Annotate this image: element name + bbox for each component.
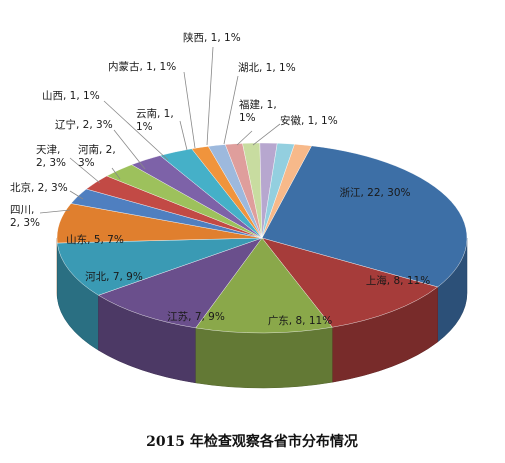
slice-5 bbox=[57, 237, 263, 296]
slice-2 bbox=[261, 237, 439, 328]
slice-label-18: 安徽, 1, 1% bbox=[280, 114, 338, 127]
slice-label-15: 陕西, 1, 1% bbox=[183, 31, 241, 44]
slice-label-line: 天津, bbox=[36, 144, 60, 156]
leader-line-12 bbox=[103, 100, 169, 161]
leader-line-18 bbox=[252, 123, 281, 146]
slice-1 bbox=[261, 145, 468, 288]
slice-label-line: 四川, bbox=[10, 204, 34, 216]
leader-line-14 bbox=[183, 71, 196, 149]
slice-label-line: 1% bbox=[239, 112, 256, 124]
slice-label-3: 广东, 8, 11% bbox=[268, 314, 332, 327]
slice-label-12: 山西, 1, 1% bbox=[42, 90, 100, 102]
slice-label-line: 1% bbox=[136, 121, 153, 133]
slice-label-1: 浙江, 22, 30% bbox=[339, 187, 410, 199]
leader-line-9 bbox=[69, 157, 101, 184]
slice-label-line: 2, 3% bbox=[10, 217, 40, 229]
slice-label-line: 3% bbox=[78, 157, 95, 169]
slice-label-6: 山东, 5, 7% bbox=[66, 233, 124, 246]
pie-side-walls bbox=[56, 237, 468, 389]
slice-label-17: 福建, 1, 1% bbox=[239, 98, 277, 124]
slice-label-9: 天津, 2, 3% bbox=[36, 144, 66, 169]
leader-line-7 bbox=[39, 209, 71, 214]
slice-label-8: 北京, 2, 3% bbox=[10, 181, 68, 194]
slice-label-10: 河南, 2, 3% bbox=[78, 143, 116, 169]
slice-label-line: 河南, 2, bbox=[78, 143, 116, 156]
slice-label-11: 辽宁, 2, 3% bbox=[55, 118, 113, 131]
slice-label-14: 内蒙古, 1, 1% bbox=[108, 60, 176, 73]
slice-label-2: 上海, 8, 11% bbox=[366, 274, 430, 287]
slice-label-5: 河北, 7, 9% bbox=[85, 271, 143, 283]
slice-label-line: 云南, 1, bbox=[136, 107, 174, 120]
pie-top-faces bbox=[56, 142, 468, 334]
leader-line-11 bbox=[113, 129, 146, 170]
slice-18 bbox=[261, 143, 312, 239]
leader-line-8 bbox=[69, 190, 84, 200]
leader-line-10 bbox=[111, 167, 121, 180]
leader-line-17 bbox=[236, 130, 253, 146]
leader-line-13 bbox=[179, 120, 188, 151]
slice-label-13: 云南, 1, 1% bbox=[136, 107, 174, 133]
leader-line-16 bbox=[223, 75, 239, 145]
slice-label-line: 福建, 1, bbox=[239, 98, 277, 111]
slice-label-line: 2, 3% bbox=[36, 157, 66, 169]
slice-side-3 bbox=[195, 326, 333, 389]
slice-label-16: 湖北, 1, 1% bbox=[238, 62, 296, 74]
label-leader-lines bbox=[39, 46, 281, 214]
leader-line-15 bbox=[206, 46, 214, 146]
slice-3 bbox=[195, 237, 333, 334]
slice-4 bbox=[97, 237, 263, 329]
chart-title: 2015 年检查观察各省市分布情况 bbox=[146, 433, 358, 450]
slice-label-4: 江苏, 7, 9% bbox=[167, 310, 225, 323]
slice-labels: 浙江, 22, 30% 上海, 8, 11% 广东, 8, 11% 江苏, 7, 9%… bbox=[10, 31, 430, 327]
slice-label-7: 四川, 2, 3% bbox=[10, 204, 40, 229]
